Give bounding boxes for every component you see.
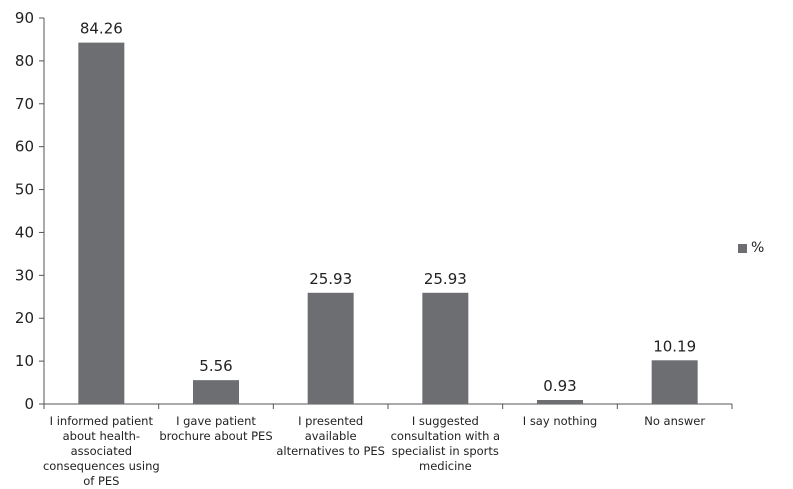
x-tick-label-line: I suggested [411,414,479,428]
y-tick-label: 50 [15,181,34,199]
x-tick-label: I suggested consultation with a specialist… [386,414,504,474]
y-tick-label: 90 [15,9,34,27]
x-tick-label-line: brochure about PES [159,429,273,443]
y-tick-label: 30 [15,266,34,284]
x-tick-label-line: consequences using [42,459,160,473]
x-tick-label-line: I say nothing [522,414,598,428]
x-tick-label-line: specialist in sports [391,444,499,458]
y-tick-label: 70 [15,95,34,113]
x-tick-label-line: I presented available [298,414,364,443]
bar [422,292,469,404]
y-tick-label: 40 [15,223,34,241]
legend-swatch [738,243,747,253]
x-tick-label: I gave patient brochure about PES [157,414,275,444]
x-tick-label-line: I informed patient [49,414,153,428]
y-tick-label: 10 [15,352,34,370]
x-tick-label-line: I gave patient [176,414,256,428]
y-tick-label: 60 [15,138,34,156]
data-label: 84.26 [80,20,123,38]
data-label: 0.93 [543,377,576,395]
bar [193,380,239,404]
x-tick-label-line: consultation with a [390,429,501,443]
x-tick-label-line: medicine [419,459,472,473]
x-tick-label: I informed patient about health-associate… [42,414,160,489]
y-tick-label: 20 [15,309,34,327]
bar [307,292,354,404]
x-tick-label: No answer [616,414,734,429]
y-tick-label: 0 [24,395,34,413]
x-tick-label-line: about health- [62,429,141,443]
x-tick-label: I say nothing [501,414,619,429]
data-label: 25.93 [309,270,352,288]
x-tick-label: I presented available alternatives to PES [272,414,390,459]
y-tick-label: 80 [15,52,34,70]
bar [537,400,583,404]
x-tick-label-line: associated [70,444,133,458]
data-labels: 84.26 5.56 25.93 25.93 0.93 10.19 [80,20,696,395]
legend-label: % [751,240,765,256]
data-label: 25.93 [424,270,467,288]
legend: % [738,240,764,256]
bars [78,42,698,404]
x-tick-label-line: alternatives to PES [276,444,385,458]
data-label: 5.56 [199,357,232,375]
bar [78,42,125,404]
y-axis: 0 10 20 30 40 50 60 70 80 90 [15,9,733,413]
data-label: 10.19 [653,337,696,355]
x-tick-label-line: No answer [644,414,706,428]
bar [651,360,698,404]
x-tick-label-line: of PES [83,474,120,488]
